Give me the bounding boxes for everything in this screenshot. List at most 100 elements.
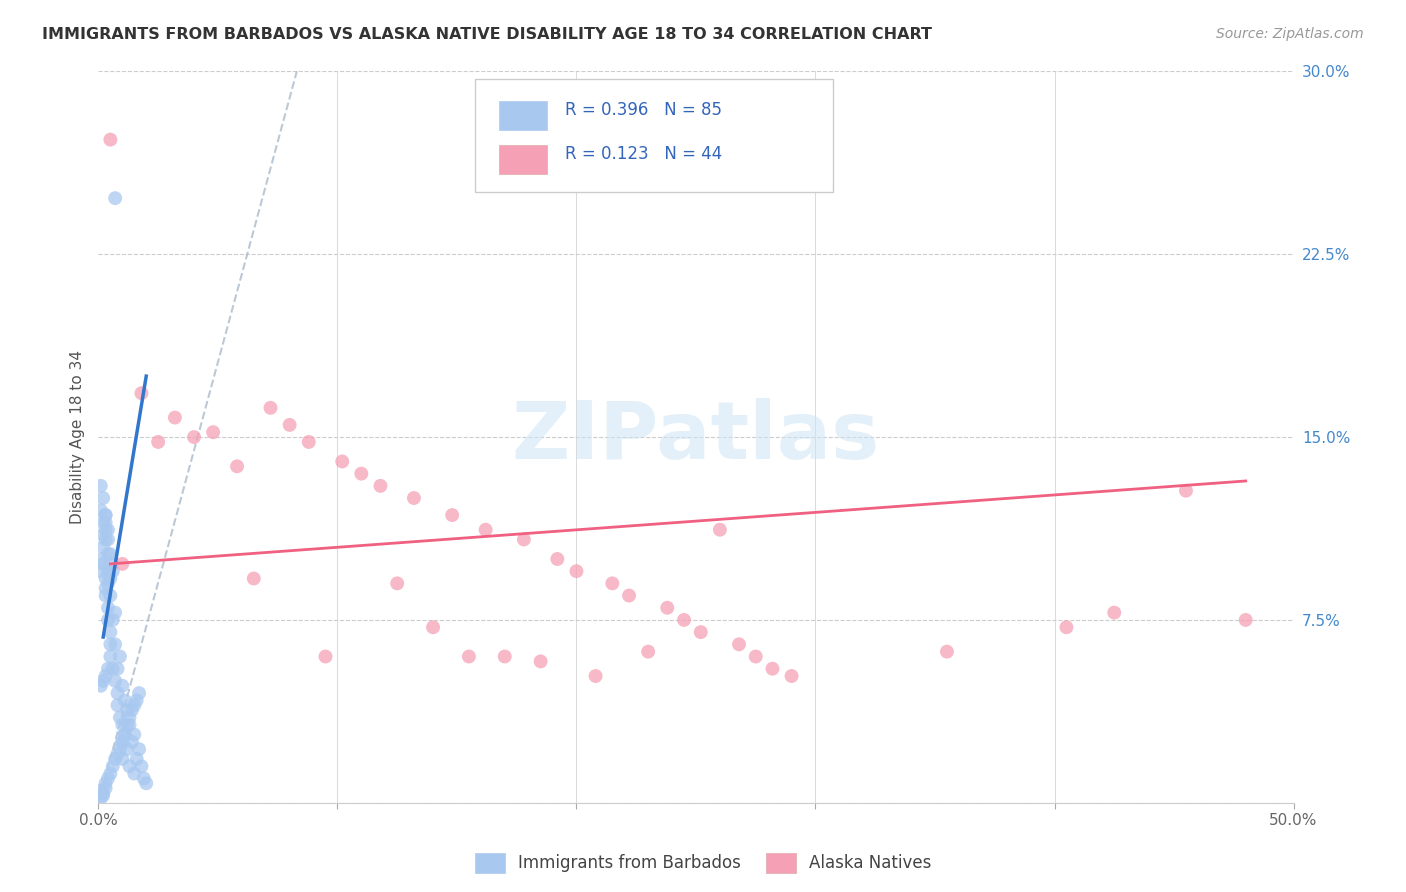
Point [108,649,131,664]
Point [98,649,122,664]
Point [298,434,321,449]
Point [114,693,136,707]
Point [94,516,117,530]
Point [90,791,112,805]
Point [108,742,131,756]
Point [474,523,496,537]
Point [97,523,120,537]
Point [118,710,141,724]
Point [657,600,679,615]
Point [104,673,127,688]
Point [115,742,138,756]
FancyBboxPatch shape [499,145,547,174]
Point [90,552,112,566]
Point [111,718,134,732]
Point [97,600,120,615]
Point [370,479,392,493]
Point [107,686,129,700]
Point [124,727,146,741]
Point [330,454,353,468]
Point [94,589,117,603]
Point [124,766,146,780]
Point [441,508,464,522]
Point [97,772,120,786]
Point [91,789,114,803]
Point [135,776,157,790]
Point [97,547,120,561]
Point [118,718,141,732]
Point [131,759,153,773]
Point [936,645,959,659]
Point [98,557,122,571]
Point [115,718,138,732]
Point [125,693,148,707]
Point [107,747,129,761]
Point [101,662,124,676]
Point [458,649,481,664]
Text: Source: ZipAtlas.com: Source: ZipAtlas.com [1216,27,1364,41]
Point [163,410,186,425]
Point [494,649,516,664]
Point [90,564,112,578]
Point [513,533,536,547]
Point [128,686,150,700]
Point [97,576,120,591]
Point [111,557,134,571]
Point [101,564,124,578]
Point [94,781,117,796]
Point [315,649,337,664]
Point [243,572,266,586]
Point [97,533,120,547]
Point [94,523,117,537]
Point [97,613,120,627]
Point [98,637,122,651]
Point [104,752,127,766]
FancyBboxPatch shape [475,78,834,192]
Point [91,786,114,800]
Point [111,735,134,749]
Point [350,467,373,481]
Text: R = 0.396   N = 85: R = 0.396 N = 85 [565,101,721,120]
Point [385,576,409,591]
Point [114,727,136,741]
Point [111,735,134,749]
Point [98,589,122,603]
Text: R = 0.123   N = 44: R = 0.123 N = 44 [565,145,721,163]
Point [121,735,143,749]
Point [104,637,127,651]
Y-axis label: Disability Age 18 to 34: Disability Age 18 to 34 [69,350,84,524]
Point [1234,613,1257,627]
Point [114,727,136,741]
Point [94,669,117,683]
Point [98,133,122,147]
Point [125,752,148,766]
Point [259,401,281,415]
Point [107,698,129,713]
Point [111,679,134,693]
Point [91,673,114,688]
Point [226,459,249,474]
Point [745,649,768,664]
Point [97,662,120,676]
Point [104,606,127,620]
Point [780,669,803,683]
Point [107,662,129,676]
Point [709,523,731,537]
Point [91,540,114,554]
Point [530,654,553,668]
Text: ZIPatlas: ZIPatlas [512,398,880,476]
Text: IMMIGRANTS FROM BARBADOS VS ALASKA NATIVE DISABILITY AGE 18 TO 34 CORRELATION CH: IMMIGRANTS FROM BARBADOS VS ALASKA NATIV… [42,27,932,42]
Point [118,759,141,773]
Point [90,679,112,693]
Point [94,508,117,522]
Point [132,772,155,786]
Point [115,703,138,717]
Point [728,637,751,651]
Point [94,776,117,790]
Point [761,662,783,676]
Point [97,564,120,578]
Point [585,669,607,683]
Point [91,527,114,541]
Point [98,572,122,586]
Point [94,572,117,586]
